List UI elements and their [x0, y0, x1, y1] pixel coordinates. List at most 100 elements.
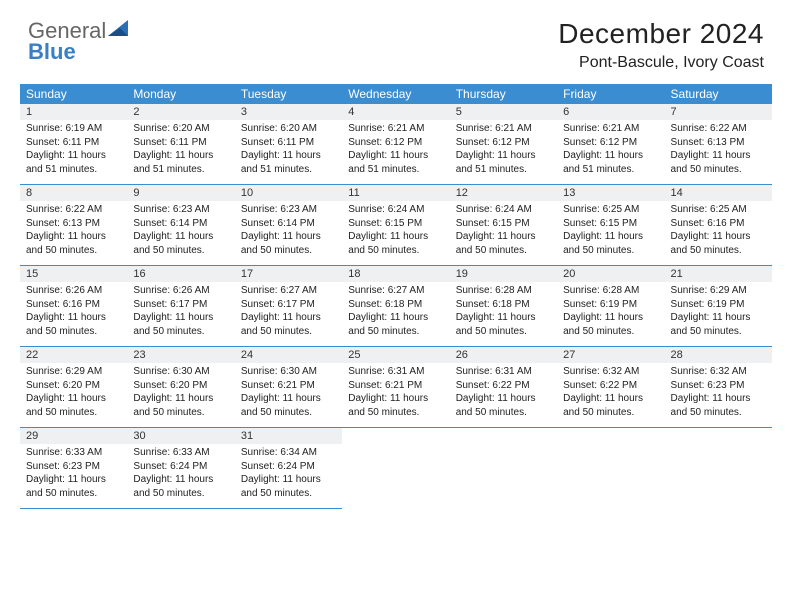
- sunrise-value: 6:26 AM: [173, 285, 210, 296]
- sunrise-value: 6:25 AM: [603, 204, 640, 215]
- sunrise-label: Sunrise:: [671, 123, 710, 134]
- daylight-label: Daylight:: [456, 150, 498, 161]
- sunrise-label: Sunrise:: [671, 204, 710, 215]
- day-cell: [557, 444, 664, 509]
- day-details: Sunrise: 6:26 AMSunset: 6:17 PMDaylight:…: [133, 284, 228, 338]
- day-details: Sunrise: 6:32 AMSunset: 6:23 PMDaylight:…: [671, 365, 766, 419]
- day-details: Sunrise: 6:21 AMSunset: 6:12 PMDaylight:…: [563, 122, 658, 176]
- sunrise-label: Sunrise:: [348, 366, 387, 377]
- daylight-label: Daylight:: [26, 150, 68, 161]
- sunset-label: Sunset:: [671, 218, 708, 229]
- sunrise-label: Sunrise:: [26, 285, 65, 296]
- day-number: 19: [450, 266, 557, 283]
- day-cell: Sunrise: 6:24 AMSunset: 6:15 PMDaylight:…: [450, 201, 557, 266]
- day-number: [342, 428, 449, 445]
- sunset-value: 6:15 PM: [600, 218, 637, 229]
- sunrise-label: Sunrise:: [133, 285, 172, 296]
- sunrise-value: 6:19 AM: [65, 123, 102, 134]
- sunrise-value: 6:24 AM: [388, 204, 425, 215]
- sunrise-label: Sunrise:: [348, 285, 387, 296]
- sunset-label: Sunset:: [456, 380, 493, 391]
- sunset-value: 6:24 PM: [170, 461, 207, 472]
- day-details: Sunrise: 6:28 AMSunset: 6:18 PMDaylight:…: [456, 284, 551, 338]
- day-details: Sunrise: 6:24 AMSunset: 6:15 PMDaylight:…: [348, 203, 443, 257]
- sunset-value: 6:19 PM: [707, 299, 744, 310]
- sunset-value: 6:17 PM: [170, 299, 207, 310]
- sunset-value: 6:22 PM: [492, 380, 529, 391]
- sunset-value: 6:11 PM: [63, 137, 100, 148]
- sunrise-value: 6:32 AM: [710, 366, 747, 377]
- daylight-label: Daylight:: [563, 150, 605, 161]
- daylight-label: Daylight:: [133, 231, 175, 242]
- sunrise-value: 6:32 AM: [603, 366, 640, 377]
- sunset-label: Sunset:: [26, 299, 63, 310]
- sunrise-value: 6:24 AM: [495, 204, 532, 215]
- sunrise-value: 6:25 AM: [710, 204, 747, 215]
- location-label: Pont-Bascule, Ivory Coast: [558, 54, 764, 72]
- day-details: Sunrise: 6:29 AMSunset: 6:19 PMDaylight:…: [671, 284, 766, 338]
- sunrise-label: Sunrise:: [563, 285, 602, 296]
- sunset-label: Sunset:: [563, 380, 600, 391]
- sunrise-label: Sunrise:: [241, 123, 280, 134]
- sunset-value: 6:11 PM: [278, 137, 315, 148]
- sunset-value: 6:18 PM: [492, 299, 529, 310]
- sunrise-label: Sunrise:: [241, 447, 280, 458]
- sunset-value: 6:11 PM: [170, 137, 207, 148]
- sunrise-label: Sunrise:: [563, 204, 602, 215]
- day-details: Sunrise: 6:32 AMSunset: 6:22 PMDaylight:…: [563, 365, 658, 419]
- day-details: Sunrise: 6:34 AMSunset: 6:24 PMDaylight:…: [241, 446, 336, 500]
- sunset-value: 6:21 PM: [278, 380, 315, 391]
- daynum-row: 293031: [20, 428, 772, 445]
- day-details: Sunrise: 6:21 AMSunset: 6:12 PMDaylight:…: [348, 122, 443, 176]
- sunrise-value: 6:28 AM: [603, 285, 640, 296]
- day-details: Sunrise: 6:26 AMSunset: 6:16 PMDaylight:…: [26, 284, 121, 338]
- daylight-label: Daylight:: [133, 150, 175, 161]
- sunrise-value: 6:21 AM: [603, 123, 640, 134]
- daylight-label: Daylight:: [241, 150, 283, 161]
- sunset-label: Sunset:: [26, 137, 63, 148]
- daylight-label: Daylight:: [456, 231, 498, 242]
- day-cell: Sunrise: 6:31 AMSunset: 6:22 PMDaylight:…: [450, 363, 557, 428]
- day-number: [557, 428, 664, 445]
- day-details: Sunrise: 6:28 AMSunset: 6:19 PMDaylight:…: [563, 284, 658, 338]
- daylight-label: Daylight:: [26, 393, 68, 404]
- sunset-label: Sunset:: [241, 380, 278, 391]
- day-number: 12: [450, 185, 557, 202]
- day-cell: [450, 444, 557, 509]
- sunrise-value: 6:30 AM: [173, 366, 210, 377]
- day-number: 2: [127, 104, 234, 120]
- sail-icon: [106, 18, 130, 38]
- day-number: 6: [557, 104, 664, 120]
- sunset-value: 6:22 PM: [600, 380, 637, 391]
- day-details: Sunrise: 6:31 AMSunset: 6:22 PMDaylight:…: [456, 365, 551, 419]
- sunrise-value: 6:22 AM: [65, 204, 102, 215]
- daylight-label: Daylight:: [563, 312, 605, 323]
- sunset-label: Sunset:: [563, 137, 600, 148]
- day-cell: Sunrise: 6:32 AMSunset: 6:22 PMDaylight:…: [557, 363, 664, 428]
- day-cell: Sunrise: 6:33 AMSunset: 6:23 PMDaylight:…: [20, 444, 127, 509]
- sunset-label: Sunset:: [671, 380, 708, 391]
- daylight-label: Daylight:: [241, 231, 283, 242]
- daylight-label: Daylight:: [133, 474, 175, 485]
- daynum-row: 15161718192021: [20, 266, 772, 283]
- week-row: Sunrise: 6:29 AMSunset: 6:20 PMDaylight:…: [20, 363, 772, 428]
- daylight-label: Daylight:: [241, 393, 283, 404]
- daylight-label: Daylight:: [26, 231, 68, 242]
- sunset-value: 6:17 PM: [278, 299, 315, 310]
- daylight-label: Daylight:: [26, 312, 68, 323]
- day-details: Sunrise: 6:29 AMSunset: 6:20 PMDaylight:…: [26, 365, 121, 419]
- sunrise-label: Sunrise:: [133, 204, 172, 215]
- sunset-value: 6:14 PM: [278, 218, 315, 229]
- week-row: Sunrise: 6:22 AMSunset: 6:13 PMDaylight:…: [20, 201, 772, 266]
- sunrise-label: Sunrise:: [348, 204, 387, 215]
- sunset-value: 6:12 PM: [492, 137, 529, 148]
- sunrise-value: 6:21 AM: [388, 123, 425, 134]
- sunset-label: Sunset:: [563, 218, 600, 229]
- sunset-label: Sunset:: [26, 380, 63, 391]
- sunrise-value: 6:23 AM: [280, 204, 317, 215]
- sunrise-value: 6:29 AM: [65, 366, 102, 377]
- sunrise-label: Sunrise:: [241, 204, 280, 215]
- sunrise-label: Sunrise:: [26, 204, 65, 215]
- day-cell: Sunrise: 6:28 AMSunset: 6:18 PMDaylight:…: [450, 282, 557, 347]
- sunset-value: 6:14 PM: [170, 218, 207, 229]
